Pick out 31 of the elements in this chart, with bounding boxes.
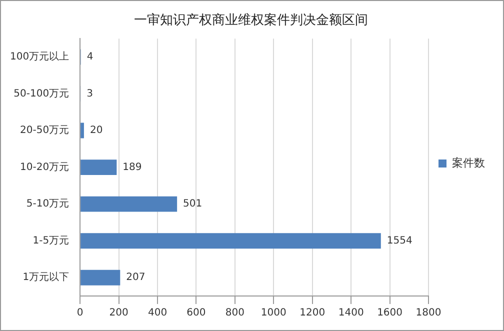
x-tick-label: 1800 [416,308,442,319]
x-tick-label: 1000 [260,308,286,319]
bar [80,270,120,286]
data-label: 4 [86,52,94,63]
bar [80,122,84,138]
x-tick-label: 1600 [377,308,403,319]
y-tick-label: 20-50万元 [20,125,70,136]
y-tick-label: 100万元以上 [10,50,70,63]
bar [80,233,381,249]
y-tick-label: 5-10万元 [26,198,70,210]
x-tick-label: 1400 [338,308,364,319]
x-tick-label: 1200 [300,308,326,319]
x-tick-label: 400 [148,308,168,319]
y-tick-label: 10-20万元 [20,162,70,173]
y-tick-label: 1-5万元 [32,235,70,246]
data-label: 20 [90,125,103,136]
data-label: 3 [86,88,94,100]
bar [80,160,117,176]
y-tick-label: 1万元以下 [22,271,70,284]
x-tick-label: 800 [225,308,244,319]
x-tick-label: 600 [186,308,206,319]
data-label: 501 [183,198,202,210]
bar [80,196,178,212]
x-tick-label: 200 [109,308,128,319]
data-label: 189 [122,162,142,173]
x-tick-label: 0 [76,308,84,319]
y-tick-label: 50-100万元 [14,88,70,100]
chart-title: 一审知识产权商业维权案件判决金额区间 [134,12,368,28]
data-label: 207 [126,272,146,284]
legend-label: 案件数 [452,156,485,170]
data-label: 1554 [386,235,412,246]
